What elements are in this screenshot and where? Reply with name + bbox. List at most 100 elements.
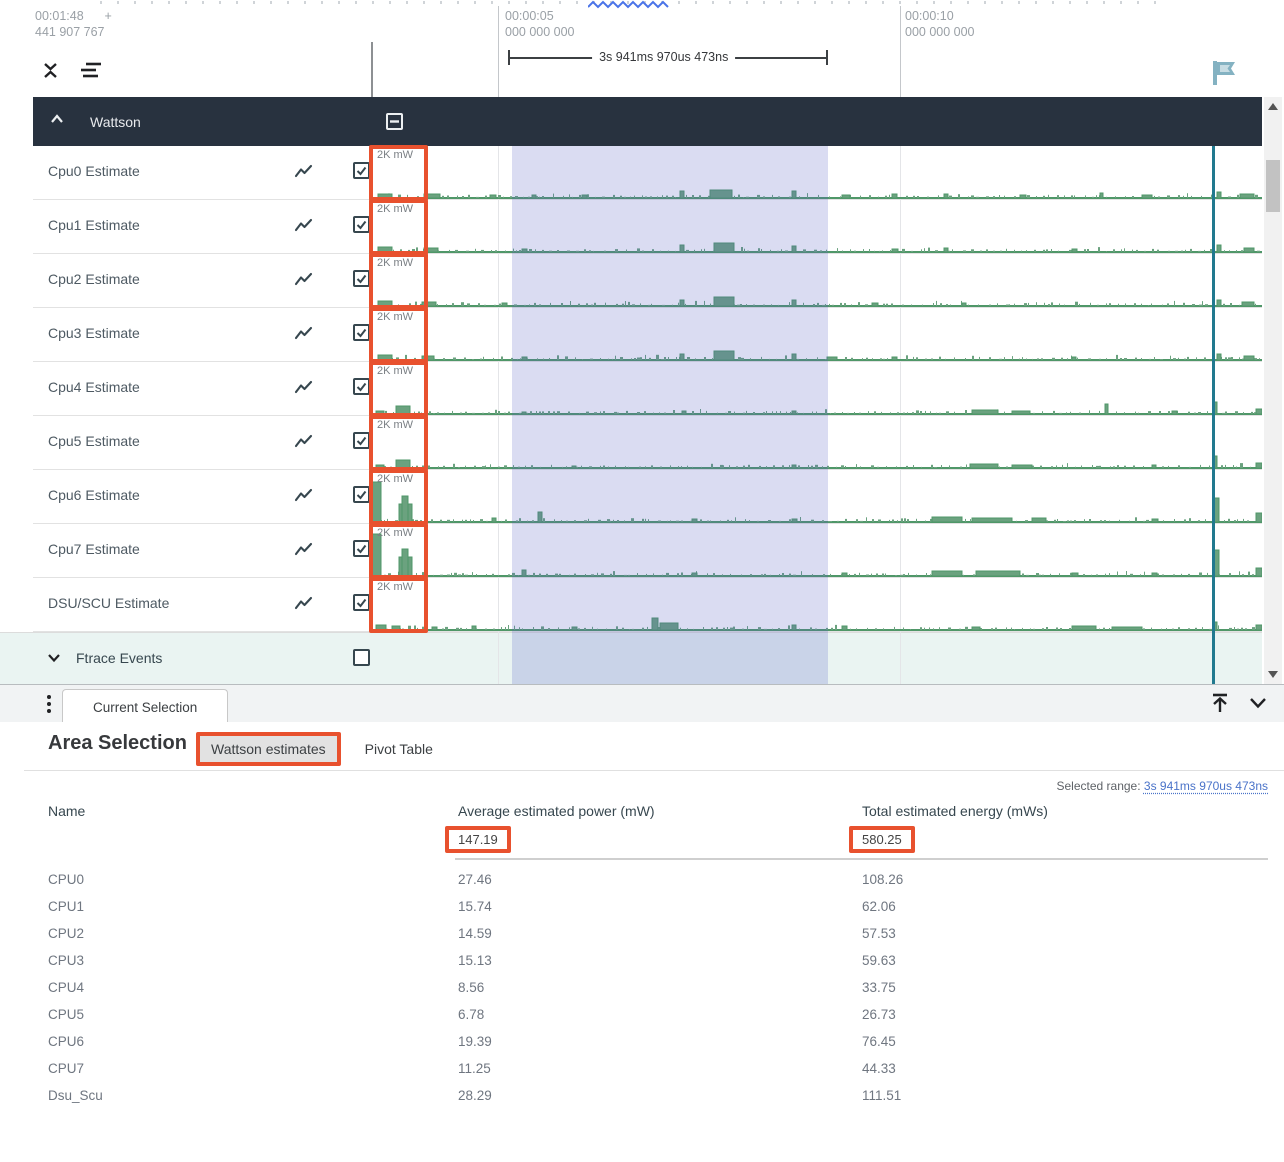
track-row[interactable]: Cpu0 Estimate 2K mW — [0, 145, 1262, 201]
gridline-5s — [498, 6, 499, 97]
track-title: Cpu7 Estimate — [48, 541, 140, 557]
row-divider — [33, 631, 1262, 632]
gridline-10s — [900, 6, 901, 97]
counter-waveform[interactable] — [372, 470, 1262, 524]
expand-panel-up-icon[interactable] — [1208, 691, 1232, 715]
track-checkbox-checked[interactable] — [353, 162, 370, 179]
group-checkbox-unchecked[interactable] — [353, 649, 370, 666]
counter-scale-label: 2K mW — [377, 203, 414, 215]
track-row[interactable]: DSU/SCU Estimate 2K mW — [0, 577, 1262, 633]
track-row[interactable]: Cpu6 Estimate 2K mW — [0, 469, 1262, 525]
cell-avg-power: 27.46 — [458, 872, 492, 887]
scrollbar-thumb[interactable] — [1266, 160, 1280, 212]
tab-wattson-estimates[interactable]: Wattson estimates — [196, 732, 341, 766]
area-selection-panel: Area Selection Wattson estimates Pivot T… — [0, 722, 1284, 1162]
track-row[interactable]: Cpu7 Estimate 2K mW — [0, 523, 1262, 579]
track-checkbox-checked[interactable] — [353, 594, 370, 611]
group-checkbox-indeterminate[interactable] — [386, 113, 403, 130]
cell-name: Dsu_Scu — [48, 1088, 103, 1103]
counter-waveform[interactable] — [372, 416, 1262, 470]
track-title: Cpu3 Estimate — [48, 325, 140, 341]
collapse-panel-icon[interactable] — [1246, 691, 1270, 715]
track-checkbox-checked[interactable] — [353, 378, 370, 395]
line-chart-icon — [294, 325, 314, 346]
ruler-tick-5s-ns: 000 000 000 — [505, 25, 575, 39]
cell-avg-power: 28.29 — [458, 1088, 492, 1103]
cell-total-energy: 44.33 — [862, 1061, 896, 1076]
scroll-down-arrow[interactable] — [1268, 671, 1278, 678]
counter-scale-label: 2K mW — [377, 257, 414, 269]
track-checkbox-checked[interactable] — [353, 270, 370, 287]
flatten-tracks-icon[interactable] — [78, 58, 102, 82]
tab-current-selection[interactable]: Current Selection — [62, 689, 229, 724]
track-group-wattson[interactable]: Wattson — [33, 97, 1262, 146]
cell-name: CPU6 — [48, 1034, 85, 1049]
group-title: Wattson — [90, 113, 141, 130]
table-row: CPU4 8.56 33.75 — [48, 974, 1268, 1001]
cell-avg-power: 15.74 — [458, 899, 492, 914]
unfold-less-icon[interactable] — [38, 58, 62, 82]
table-row: CPU5 6.78 26.73 — [48, 1001, 1268, 1028]
cell-name: CPU5 — [48, 1007, 85, 1022]
cell-name: CPU1 — [48, 899, 85, 914]
timeline-ruler[interactable]: 00:01:48 + 441 907 767 00:00:05 000 000 … — [0, 0, 1284, 97]
counter-scale-label: 2K mW — [377, 149, 414, 161]
counter-waveform[interactable] — [372, 200, 1262, 254]
track-title: Cpu4 Estimate — [48, 379, 140, 395]
counter-waveform[interactable] — [372, 578, 1262, 632]
track-group-ftrace-events[interactable]: Ftrace Events — [0, 632, 1262, 684]
selection-duration-bracket: 3s 941ms 970us 473ns — [508, 50, 828, 65]
group-title: Ftrace Events — [76, 650, 163, 666]
counter-scale-label: 2K mW — [377, 473, 414, 485]
cell-name: CPU7 — [48, 1061, 85, 1076]
track-row[interactable]: Cpu2 Estimate 2K mW — [0, 253, 1262, 309]
table-header-row: Name Average estimated power (mW) Total … — [48, 798, 1268, 824]
row-divider — [33, 253, 1262, 254]
cell-name: CPU2 — [48, 926, 85, 941]
ruler-tick-10s-ns: 000 000 000 — [905, 25, 975, 39]
table-row: CPU2 14.59 57.53 — [48, 920, 1268, 947]
bottom-tab-strip: Current Selection — [0, 684, 1284, 724]
flag-icon[interactable] — [1211, 60, 1239, 91]
track-title: Cpu6 Estimate — [48, 487, 140, 503]
cell-total-energy: 111.51 — [862, 1088, 902, 1103]
panel-tabs: Wattson estimates Pivot Table — [196, 732, 433, 766]
line-chart-icon — [294, 379, 314, 400]
timeline-tracks[interactable]: Wattson Cpu0 Estimate 2K mW Cpu1 Estimat… — [0, 97, 1284, 684]
cell-name: CPU0 — [48, 872, 85, 887]
counter-waveform[interactable] — [372, 254, 1262, 308]
row-divider — [33, 523, 1262, 524]
col-total-energy: Total estimated energy (mWs) — [862, 803, 1048, 819]
counter-waveform[interactable] — [372, 362, 1262, 416]
line-chart-icon — [294, 217, 314, 238]
track-title: Cpu2 Estimate — [48, 271, 140, 287]
tab-pivot-table[interactable]: Pivot Table — [364, 741, 433, 757]
track-row[interactable]: Cpu4 Estimate 2K mW — [0, 361, 1262, 417]
counter-waveform[interactable] — [372, 524, 1262, 578]
vertical-scrollbar[interactable] — [1264, 97, 1282, 684]
scroll-up-arrow[interactable] — [1268, 103, 1278, 110]
track-checkbox-checked[interactable] — [353, 432, 370, 449]
squiggle-underline — [588, 0, 669, 9]
track-checkbox-checked[interactable] — [353, 324, 370, 341]
track-row[interactable]: Cpu5 Estimate 2K mW — [0, 415, 1262, 471]
table-row: CPU1 15.74 62.06 — [48, 893, 1268, 920]
chevron-up-icon — [48, 110, 66, 133]
table-body: CPU0 27.46 108.26 CPU1 15.74 62.06 CPU2 … — [48, 866, 1268, 1109]
selected-range-link[interactable]: 3s 941ms 970us 473ns — [1143, 779, 1268, 793]
table-row: CPU3 15.13 59.63 — [48, 947, 1268, 974]
table-totals-row: 147.19 580.25 — [48, 824, 1268, 854]
counter-scale-label: 2K mW — [377, 581, 414, 593]
more-options-icon[interactable] — [40, 693, 58, 715]
line-chart-icon — [294, 163, 314, 184]
track-checkbox-checked[interactable] — [353, 540, 370, 557]
counter-waveform[interactable] — [372, 146, 1262, 200]
counter-waveform[interactable] — [372, 308, 1262, 362]
track-checkbox-checked[interactable] — [353, 216, 370, 233]
shell-boundary-line — [371, 42, 373, 97]
line-chart-icon — [294, 541, 314, 562]
total-energy-value: 580.25 — [849, 825, 915, 853]
col-avg-power: Average estimated power (mW) — [458, 803, 655, 819]
ruler-tick-10s-time: 00:00:10 — [905, 9, 954, 23]
track-checkbox-checked[interactable] — [353, 486, 370, 503]
